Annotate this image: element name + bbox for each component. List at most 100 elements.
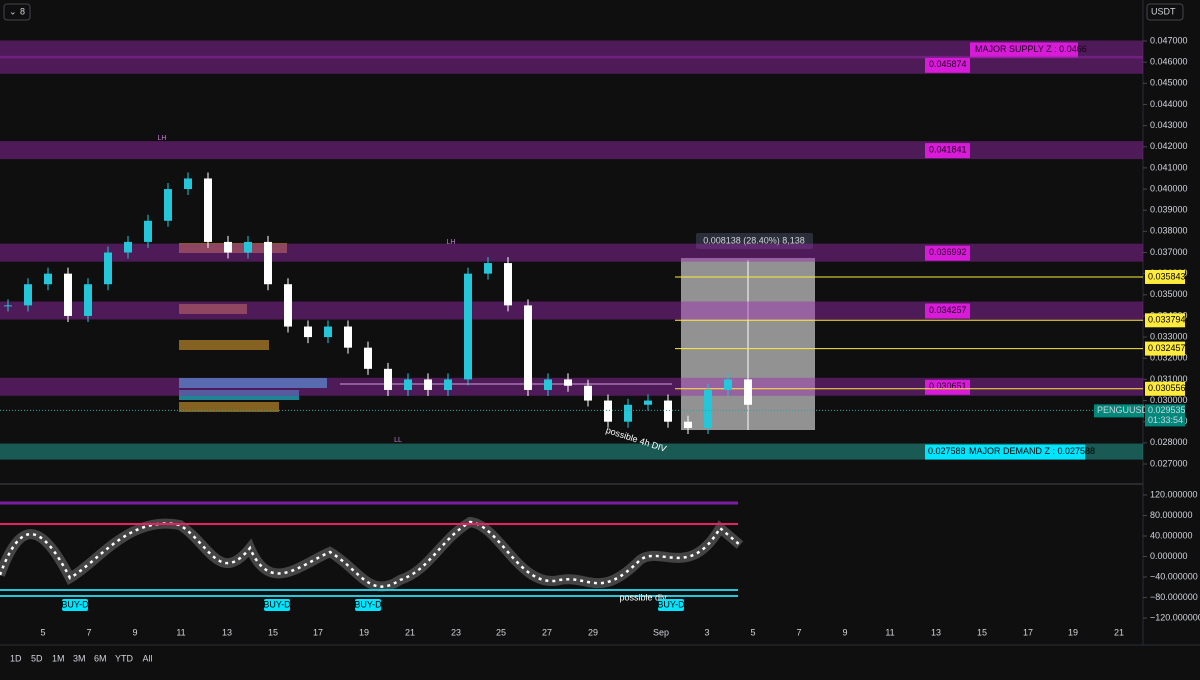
osc-tick-label: −40.000000 [1150,571,1198,581]
annotation: LH [158,135,167,142]
symbol-box [1094,404,1144,418]
level-label: 0.032457 [1148,343,1186,353]
candle [524,305,532,390]
time-label: 29 [588,627,598,637]
time-label: 17 [313,627,323,637]
volume-profile-bar [179,340,269,350]
candle [64,273,72,316]
price-tick-label: 0.042000 [1150,141,1188,151]
supply-zone [0,40,1143,59]
candle [324,326,332,338]
range-button[interactable]: 6M [94,653,107,663]
signal: BUY-D [61,599,89,609]
time-label: 21 [1114,627,1124,637]
price-tick-label: 0.040000 [1150,183,1188,193]
candle [124,241,132,253]
time-label: 3 [704,627,709,637]
supply-label: MAJOR SUPPLY Z : 0.0466 [975,44,1087,54]
range-button[interactable]: 3M [73,653,86,663]
time-label: 21 [405,627,415,637]
time-label: 7 [86,627,91,637]
currency[interactable]: USDT [1151,6,1176,16]
zone-label-box [925,379,970,395]
time-label: Sep [653,627,669,637]
zone-label: 0.034257 [929,305,967,315]
time-label: 13 [931,627,941,637]
zone-label: 0.030651 [929,381,967,391]
candle [264,241,272,285]
level-label-box [1145,341,1185,356]
range-button[interactable]: YTD [115,653,134,663]
candle [104,252,112,285]
candle [284,284,292,327]
candle [584,385,592,401]
candle [544,379,552,390]
last-price-box [1145,404,1185,427]
candle [504,263,512,306]
level-label: 0.035843 [1148,271,1186,281]
zone-label-box [925,143,970,159]
time-label: 9 [132,627,137,637]
annotation: possible div [619,592,667,602]
price-tick-label: 0.047000 [1150,35,1188,45]
candle [304,326,312,338]
zone-label: 0.036992 [929,247,967,257]
demand-zone [0,443,1143,460]
range-button[interactable]: 5D [31,653,43,663]
osc-tick-label: 40.000000 [1150,530,1193,540]
level-label-box [1145,269,1185,284]
annotation: LH [447,239,456,246]
candle [204,178,212,242]
time-label: 15 [977,627,987,637]
demand-label-box [965,444,1085,460]
level-label-box [1145,313,1185,328]
price-tick-label: 0.039000 [1150,205,1188,215]
price-tick-label: 0.033000 [1150,331,1188,341]
candle [44,273,52,285]
osc-tick-label: 120.000000 [1150,489,1198,499]
currency-button[interactable] [1146,3,1184,21]
signal: BUY-D [354,599,382,609]
price-tick-label: 0.044000 [1150,99,1188,109]
time-label: 27 [542,627,552,637]
candle [144,220,152,242]
candle [184,178,192,190]
zone-label: 0.041841 [929,144,967,154]
interval-button[interactable] [3,3,31,21]
price-tick-label: 0.027000 [1150,458,1188,468]
signal: BUY-D [263,599,291,609]
range-button[interactable]: 1M [52,653,65,663]
zone-label-box [925,57,970,73]
volume-profile-bar [179,304,247,314]
candle [444,379,452,390]
candle [24,284,32,306]
candle [424,379,432,390]
level-label: 0.030556 [1148,383,1186,393]
candle [684,421,692,429]
candle [744,379,752,405]
range-button[interactable]: 1D [10,653,22,663]
osc-tick-label: −120.000000 [1150,612,1200,622]
last-price: 0.029535 [1148,405,1186,415]
signal-box [355,599,381,611]
time-label: 11 [885,627,894,637]
candle [644,400,652,405]
osc-tick-label: 80.000000 [1150,510,1193,520]
resistance-zone [0,141,1143,160]
level-label-box [1145,381,1185,396]
time-label: 17 [1023,627,1033,637]
price-tick-label: 0.043000 [1150,120,1188,130]
price-tick-label: 0.046000 [1150,57,1188,67]
candle [724,379,732,390]
range-button[interactable]: All [143,653,153,663]
candle [244,241,252,253]
price-tick-label: 0.031000 [1150,374,1188,384]
demand-price: 0.027588 [928,446,966,456]
interval[interactable]: 8 [20,6,25,16]
resistance-zone [0,55,1143,74]
candle [604,400,612,422]
time-label: 25 [496,627,506,637]
